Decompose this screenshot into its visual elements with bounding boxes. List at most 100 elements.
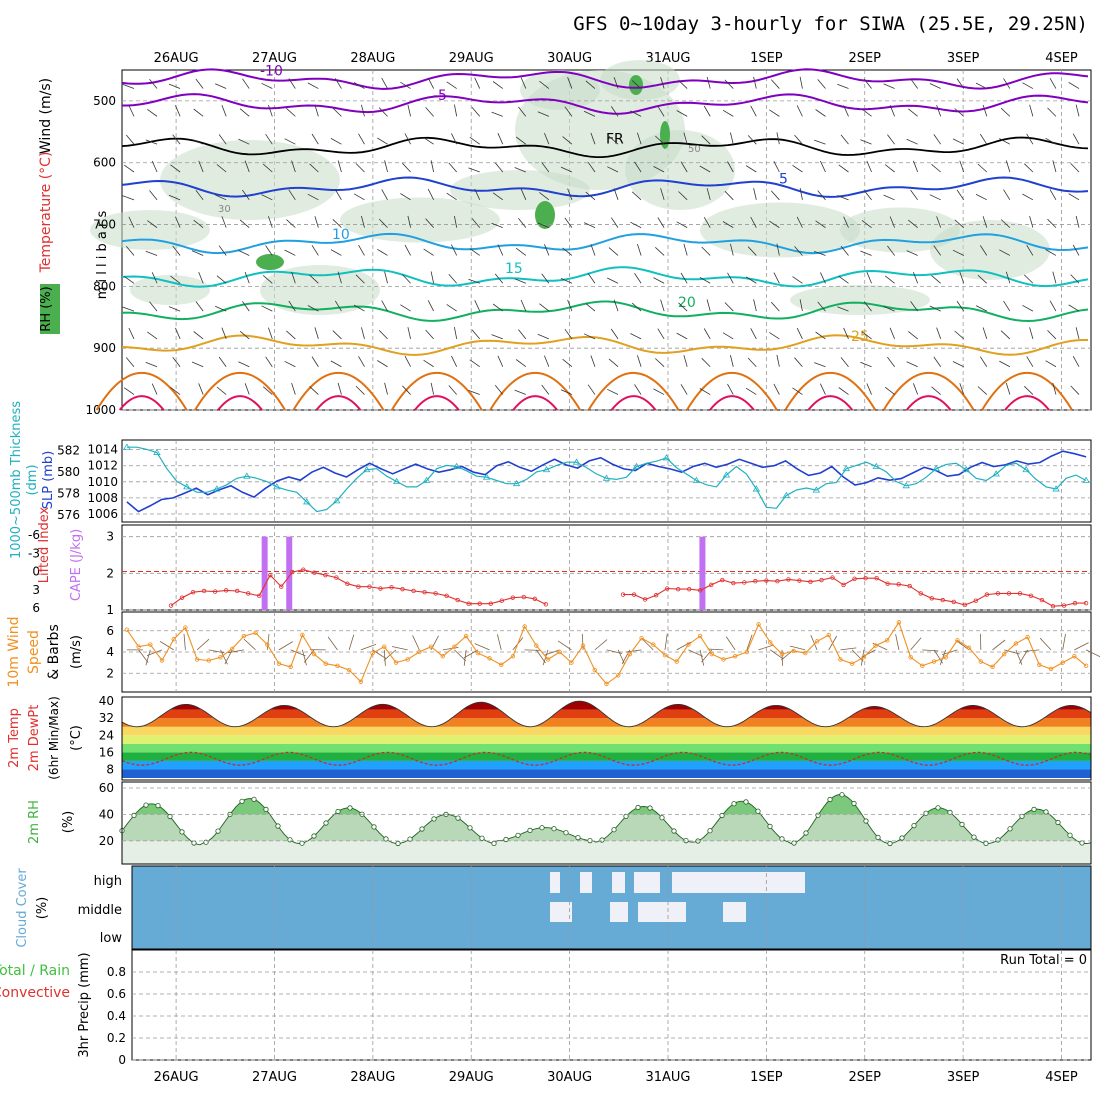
li-marker <box>323 572 328 578</box>
wind-barb <box>664 633 668 650</box>
thickness-line <box>126 446 1087 513</box>
wind-barb <box>701 135 711 145</box>
wind-barb <box>954 219 965 228</box>
thickness-marker <box>153 448 161 455</box>
wind-barb <box>454 104 458 117</box>
thickness-marker <box>692 476 701 483</box>
wind-marker <box>721 657 726 662</box>
wind-barb <box>641 638 654 651</box>
temp-axis-label: 2m Temp <box>7 708 22 768</box>
wind-barb <box>243 638 256 651</box>
pressure-tick: 600 <box>93 156 116 170</box>
wind-barb <box>311 245 319 256</box>
wind-barb <box>170 164 181 173</box>
li-marker <box>543 602 549 607</box>
wind-barb <box>815 220 826 228</box>
wind-barb <box>933 245 942 256</box>
rh-marker <box>1067 832 1073 838</box>
rh-contour-label: 30 <box>218 204 231 215</box>
wind-barb <box>520 77 527 89</box>
wind-marker <box>779 651 785 657</box>
wind-barb <box>590 132 596 145</box>
wind-barb <box>771 301 780 312</box>
dewpt-axis-label: 2m DewPt <box>27 705 42 772</box>
isotherm-line <box>121 232 1089 255</box>
date-label: 2SEP <box>848 51 881 66</box>
wind-barb <box>1045 137 1057 145</box>
wind-barb <box>268 216 273 228</box>
wind-marker <box>323 661 328 666</box>
wind-barb <box>860 139 872 145</box>
rh-marker <box>911 822 917 829</box>
slp-tick: 1008 <box>87 491 118 505</box>
wind-barb <box>515 359 527 368</box>
rh-marker <box>371 824 377 830</box>
precip-conv-label: Convective <box>0 985 70 1001</box>
li-marker <box>301 567 306 572</box>
wind-barb <box>773 272 780 284</box>
wind-barb <box>151 272 158 284</box>
cape-tick: 1 <box>106 603 114 617</box>
slp-tick: 1006 <box>87 507 118 521</box>
wind-barb <box>151 383 158 395</box>
wind-barb <box>979 133 988 145</box>
rh-marker <box>479 835 485 841</box>
wind-barb <box>977 386 988 395</box>
wind-marker <box>861 655 867 660</box>
rh-marker <box>863 818 869 824</box>
wind-marker <box>440 654 445 659</box>
isotherm-label: -10 <box>260 63 283 79</box>
wind-marker <box>358 679 364 684</box>
wind-barb <box>683 243 688 256</box>
wind-speed-line <box>126 621 1087 685</box>
temp-tick: 32 <box>99 711 114 725</box>
wind-barb <box>637 355 642 367</box>
rh-marker <box>875 834 881 841</box>
date-label: 29AUG <box>449 1070 494 1085</box>
wind-barb <box>863 190 872 201</box>
wind-barb <box>1019 649 1028 664</box>
wind-barb <box>863 78 872 89</box>
cloud-block <box>723 902 746 922</box>
wind-marker <box>627 651 633 657</box>
wind-barb <box>239 330 250 340</box>
wind-barb <box>524 649 541 651</box>
cloud-block <box>634 872 660 893</box>
rh-marker <box>599 837 605 843</box>
wind-barb <box>913 271 919 284</box>
wind-barb <box>861 220 872 228</box>
wind-barb <box>701 246 711 256</box>
panel-frame <box>121 781 1092 865</box>
wind-barb <box>122 195 135 201</box>
wind-barb <box>814 139 826 145</box>
wind-barb <box>799 299 803 312</box>
wind-barb <box>149 190 158 201</box>
wind-barb <box>216 386 227 395</box>
wind-barb <box>678 79 688 89</box>
wind-barb <box>634 161 642 173</box>
pressure-tick: 800 <box>93 279 116 293</box>
wind-barb <box>820 272 826 284</box>
wind-barb <box>514 167 526 173</box>
wind-axis-label-4: (m/s) <box>69 635 84 669</box>
thickness-tick: 576 <box>57 508 80 522</box>
rh-marker <box>743 799 749 805</box>
wind-barb <box>745 387 757 395</box>
wind-barb <box>427 188 434 200</box>
wind-barb <box>613 299 619 312</box>
wind-barb <box>753 299 757 312</box>
wind-barb <box>286 108 296 117</box>
rh-marker <box>395 840 401 847</box>
wind-barb <box>796 327 803 340</box>
wind-barb <box>384 271 388 284</box>
wind-barb <box>216 164 227 173</box>
wind-barb <box>1000 107 1011 117</box>
wind-barb <box>567 77 573 89</box>
wind-barb <box>265 245 273 256</box>
wind-marker <box>1083 663 1089 669</box>
wind-barb <box>562 247 573 256</box>
wind-barb <box>594 639 608 651</box>
wind-barb <box>361 104 365 117</box>
wind-barb <box>1072 244 1080 256</box>
wind-barb <box>195 301 204 312</box>
